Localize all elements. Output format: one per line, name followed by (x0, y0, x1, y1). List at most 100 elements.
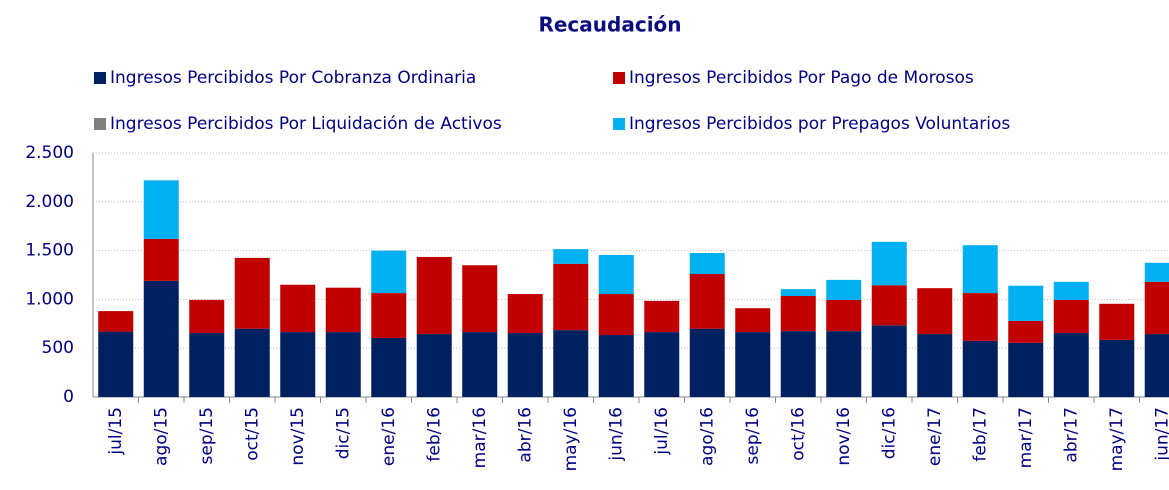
bar-segment (507, 294, 543, 334)
bar-segment (917, 334, 953, 397)
legend-label: Ingresos Percibidos por Prepagos Volunta… (629, 114, 1010, 134)
x-tick-label: oct/15 (242, 407, 262, 461)
bar-segment (280, 332, 316, 397)
bar-segment (416, 256, 452, 335)
bar-segment (553, 249, 589, 264)
x-tick-label: sep/15 (197, 407, 217, 464)
bar-segment (1099, 339, 1135, 397)
bar-segment (462, 265, 498, 333)
bar-segment (780, 295, 816, 332)
bar-segment (325, 287, 361, 333)
bar-segment (644, 300, 680, 333)
bar-segment (598, 254, 634, 295)
bar-segment (917, 288, 953, 335)
y-tick-label: 1.000 (25, 289, 74, 309)
bar-segment (1008, 285, 1044, 321)
bar-segment (826, 331, 862, 397)
bar-segment (1144, 262, 1169, 282)
bar-segment (371, 337, 407, 397)
bar-segment (234, 328, 270, 397)
x-tick-label: may/16 (561, 407, 581, 471)
bar-segment (689, 274, 725, 329)
bar-segment (871, 241, 907, 286)
x-tick-label: dic/15 (333, 407, 353, 459)
bar-segment (826, 279, 862, 300)
x-tick-label: nov/15 (288, 407, 308, 466)
x-tick-label: may/17 (1107, 407, 1127, 471)
y-tick-label: 0 (63, 387, 74, 407)
bar-segment (507, 333, 543, 397)
bar-segment (553, 263, 589, 331)
bar-segment (462, 332, 498, 397)
bar-segment (1053, 299, 1089, 334)
bar-segment (1008, 342, 1044, 397)
bar-segment (780, 331, 816, 397)
legend-label: Ingresos Percibidos Por Cobranza Ordinar… (110, 68, 476, 88)
y-tick-label: 1.500 (25, 241, 74, 261)
bar-segment (962, 293, 998, 341)
bar-segment (1053, 333, 1089, 397)
legend-swatch (613, 72, 625, 84)
y-tick-label: 500 (42, 338, 74, 358)
x-tick-label: mar/16 (470, 407, 490, 468)
bar-segment (871, 285, 907, 326)
bar-segment (871, 325, 907, 397)
y-tick-label: 2.000 (25, 192, 74, 212)
bar-segment (1144, 281, 1169, 335)
bar-segment (553, 330, 589, 397)
x-tick-label: abr/17 (1061, 407, 1081, 463)
bar-segment (234, 257, 270, 329)
x-tick-label: jun/16 (606, 407, 626, 462)
legend-swatch (613, 118, 625, 130)
bar-segment (416, 334, 452, 397)
bar-segment (962, 340, 998, 397)
x-tick-label: oct/16 (788, 407, 808, 461)
bar-segment (143, 238, 179, 281)
bar-segment (689, 253, 725, 275)
x-tick-label: ene/17 (925, 407, 945, 466)
x-tick-label: jul/16 (652, 407, 672, 456)
bar-segment (98, 331, 134, 397)
bar-segment (189, 299, 225, 334)
x-tick-label: abr/16 (515, 407, 535, 463)
bar-segment (325, 332, 361, 397)
x-tick-label: dic/16 (879, 407, 899, 459)
legend-swatch (94, 118, 106, 130)
bar-segment (644, 332, 680, 397)
bar-segment (598, 294, 634, 336)
chart-title: Recaudación (538, 13, 681, 37)
bar-segment (735, 332, 771, 397)
bar-segment (826, 299, 862, 332)
bar-segment (371, 293, 407, 338)
x-tick-label: ago/16 (697, 407, 717, 466)
bar-segment (962, 245, 998, 294)
bar-segment (598, 335, 634, 397)
bar-segment (689, 328, 725, 397)
x-tick-label: ago/15 (151, 407, 171, 466)
x-tick-label: nov/16 (834, 407, 854, 466)
x-tick-label: feb/17 (970, 407, 990, 462)
bar-segment (280, 284, 316, 333)
bar-segment (143, 180, 179, 239)
x-tick-label: jun/17 (1152, 407, 1169, 462)
legend-label: Ingresos Percibidos Por Pago de Morosos (629, 68, 974, 88)
x-tick-label: mar/17 (1016, 407, 1036, 468)
bar-segment (1053, 281, 1089, 300)
bar-segment (189, 333, 225, 397)
bar-segment (143, 280, 179, 397)
x-tick-label: sep/16 (743, 407, 763, 464)
bar-segment (1008, 320, 1044, 343)
bar-segment (371, 250, 407, 294)
x-tick-label: feb/16 (424, 407, 444, 462)
bar-segment (735, 308, 771, 333)
y-tick-label: 2.500 (25, 143, 74, 163)
x-tick-label: ene/16 (379, 407, 399, 466)
bar-segment (1144, 334, 1169, 397)
legend-swatch (94, 72, 106, 84)
x-tick-label: jul/15 (106, 407, 126, 456)
legend-label: Ingresos Percibidos Por Liquidación de A… (110, 114, 502, 134)
bar-segment (1099, 303, 1135, 340)
bar-segment (98, 311, 134, 332)
bar-segment (780, 289, 816, 296)
